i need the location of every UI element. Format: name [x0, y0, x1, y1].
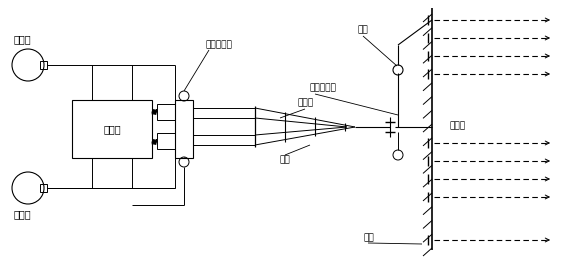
- Bar: [157, 133, 175, 149]
- Text: 孔口压力表: 孔口压力表: [310, 84, 337, 93]
- Text: 注浆泵: 注浆泵: [103, 124, 121, 134]
- Text: 蓄浆池: 蓄浆池: [14, 209, 31, 219]
- Bar: [72, 100, 152, 158]
- Bar: [157, 104, 175, 120]
- Text: 球阀: 球阀: [358, 26, 369, 35]
- Text: 泵口压力表: 泵口压力表: [205, 41, 232, 50]
- Text: 搞拌机: 搞拌机: [14, 34, 31, 44]
- Bar: [40, 61, 47, 69]
- Bar: [175, 100, 193, 158]
- Bar: [40, 184, 47, 192]
- Text: 小导管: 小导管: [450, 122, 466, 131]
- Text: 混合器: 混合器: [298, 99, 314, 108]
- Text: 管路: 管路: [280, 156, 291, 165]
- Text: 地层: 地层: [363, 233, 374, 243]
